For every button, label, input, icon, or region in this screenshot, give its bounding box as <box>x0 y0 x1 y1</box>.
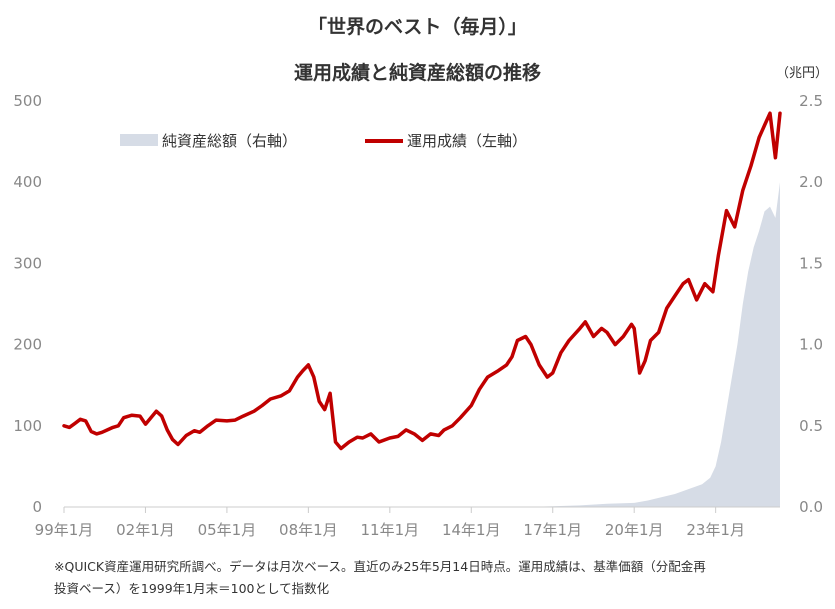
assets-area-series <box>64 182 780 507</box>
x-tick-label: 23年1月 <box>686 521 745 539</box>
chart-title-line2: 運用成績と純資産総額の推移 <box>293 62 541 84</box>
left-tick-label: 200 <box>13 336 42 354</box>
right-axis-unit: （兆円） <box>776 66 829 81</box>
performance-line-series <box>62 111 782 451</box>
legend: 純資産総額（右軸） 運用成績（左軸） <box>120 132 527 150</box>
right-tick-label: 2.5 <box>799 92 823 110</box>
footnote-line2: 投資ベース）を1999年1月末＝100として指数化 <box>54 581 330 596</box>
left-axis-ticks: 0 100 200 300 400 500 <box>13 92 42 516</box>
right-tick-label: 2.0 <box>799 173 823 191</box>
x-tick-label: 02年1月 <box>116 521 175 539</box>
left-tick-label: 100 <box>13 417 42 435</box>
left-tick-label: 400 <box>13 173 42 191</box>
performance-line-layer <box>62 111 782 451</box>
x-tick-label: 11年1月 <box>361 521 420 539</box>
x-axis-ticks: 99年1月 02年1月 05年1月 08年1月 11年1月 14年1月 17年1月 20年1月… <box>35 507 745 539</box>
left-tick-label: 500 <box>13 92 42 110</box>
chart-title-line1: 「世界のベスト（毎月）」 <box>308 16 527 38</box>
footnote-line1: ※QUICK資産運用研究所調べ。データは月次ベース。直近のみ25年5月14日時点… <box>54 559 706 574</box>
x-tick-label: 14年1月 <box>442 521 501 539</box>
assets-area-layer <box>64 182 780 507</box>
left-tick-label: 300 <box>13 254 42 272</box>
legend-label-assets: 純資産総額（右軸） <box>162 132 297 150</box>
x-tick-label: 08年1月 <box>279 521 338 539</box>
x-tick-label: 05年1月 <box>198 521 257 539</box>
x-tick-label: 20年1月 <box>605 521 664 539</box>
right-axis-ticks: 0.0 0.5 1.0 1.5 2.0 2.5 <box>799 92 823 516</box>
x-tick-label: 99年1月 <box>35 521 94 539</box>
left-tick-label: 0 <box>32 498 42 516</box>
right-tick-label: 1.5 <box>799 254 823 272</box>
legend-label-performance: 運用成績（左軸） <box>407 132 527 150</box>
x-tick-label: 17年1月 <box>523 521 582 539</box>
right-tick-label: 1.0 <box>799 336 823 354</box>
right-tick-label: 0.5 <box>799 417 823 435</box>
footnote: ※QUICK資産運用研究所調べ。データは月次ベース。直近のみ25年5月14日時点… <box>54 556 814 600</box>
legend-swatch-assets <box>120 134 158 146</box>
right-tick-label: 0.0 <box>799 498 823 516</box>
